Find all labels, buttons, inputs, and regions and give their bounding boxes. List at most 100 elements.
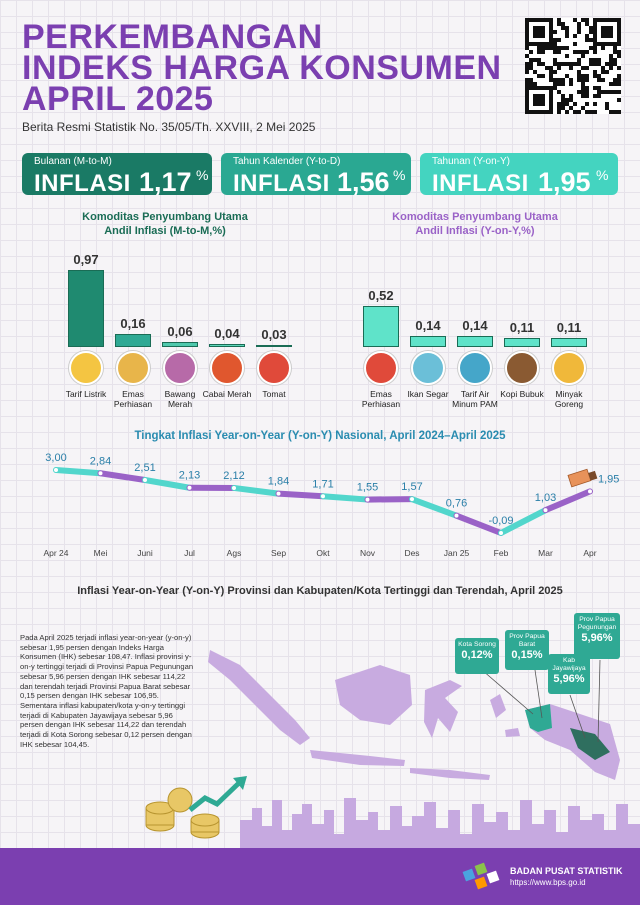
yoy-line-x-label: Okt — [316, 548, 330, 558]
card-unit: % — [596, 167, 609, 183]
flag-kab-jayawijaya: Kab Jayawijaya 5,96% — [548, 654, 590, 694]
map-maluku — [490, 694, 520, 737]
qr-code-icon[interactable] — [525, 18, 621, 114]
yoy-line-x-label: Sep — [271, 548, 286, 558]
yoy-line-x-label: Mar — [538, 548, 553, 558]
yoy-line-value-label: 2,13 — [179, 470, 200, 482]
flag-kota-sorong: Kota Sorong 0,12% — [455, 638, 499, 674]
mtm-chart-title-line-1: Komoditas Penyumbang Utama — [82, 211, 248, 223]
page-title: PERKEMBANGAN INDEKS HARGA KONSUMEN APRIL… — [22, 18, 502, 116]
yoy-commodity-chart-title-line-1: Komoditas Penyumbang Utama — [392, 211, 558, 223]
yoy-line-x-label: Feb — [494, 548, 509, 558]
yoy-commodity-bar — [504, 338, 540, 347]
yoy-line-point — [454, 513, 459, 518]
yoy-line-x-label: Jul — [184, 548, 195, 558]
page-subtitle: Berita Resmi Statistik No. 35/05/Th. XXV… — [22, 120, 316, 134]
mtm-bar — [256, 344, 292, 347]
yoy-line-point — [321, 494, 325, 499]
yoy-line-value-label: 1,95 — [598, 473, 619, 485]
mtm-value-label: 0,04 — [214, 325, 240, 341]
yoy-commodity-bar — [363, 306, 399, 347]
map-nusa-tenggara — [410, 768, 490, 780]
map-java — [310, 750, 405, 766]
yoy-line-point — [276, 491, 281, 496]
yoy-line-point — [499, 531, 503, 535]
card-label: Tahunan (Y-on-Y) — [432, 156, 511, 167]
mtm-value-label: 0,03 — [261, 326, 287, 342]
gold-jewelry-icon — [364, 351, 398, 385]
coffee-icon — [505, 351, 539, 385]
yoy-line-segment — [275, 490, 326, 500]
yoy-line-value-label: -0,09 — [488, 515, 513, 527]
water-tap-icon — [458, 351, 492, 385]
yoy-line-value-label: 1,03 — [535, 492, 556, 504]
yoy-line-value-label: 2,84 — [90, 455, 111, 467]
card-unit: % — [393, 167, 406, 183]
map-sulawesi — [424, 680, 462, 738]
flag-label: Kota Sorong — [458, 641, 496, 648]
yoy-commodity-category-label: Kopi Bubuk — [500, 389, 544, 399]
title-line-1: PERKEMBANGAN — [22, 18, 323, 56]
yoy-line-chart-title: Tingkat Inflasi Year-on-Year (Y-on-Y) Na… — [134, 430, 506, 442]
yoy-line-point — [98, 471, 103, 476]
yoy-line-x-label: Apr — [583, 548, 596, 558]
yoy-line-segment — [142, 476, 193, 491]
yoy-line-segment — [97, 470, 148, 483]
footer-url[interactable]: https://www.bps.go.id — [510, 878, 586, 887]
yoy-line-segment — [320, 493, 371, 503]
inflation-card-ytd: Tahun Kalender (Y-to-D) INFLASI 1,56 % — [221, 153, 411, 197]
card-word: INFLASI — [233, 170, 330, 197]
yoy-line-point — [143, 477, 147, 482]
mtm-bar — [209, 343, 245, 347]
shallot-icon — [163, 351, 197, 385]
yoy-line-point — [232, 485, 236, 490]
inflation-card-mtm: Bulanan (M-to-M) INFLASI 1,17 % — [22, 153, 212, 197]
yoy-commodity-value-label: 0,11 — [509, 320, 535, 336]
mtm-value-label: 0,16 — [120, 316, 146, 332]
indonesia-map — [208, 650, 620, 780]
yoy-line-x-label: Nov — [360, 548, 376, 558]
delivery-truck-icon — [567, 468, 598, 488]
mtm-category-label: Bawang Merah — [164, 389, 196, 409]
map-sumatra — [208, 650, 310, 745]
yoy-line-value-label: 2,12 — [223, 470, 244, 482]
card-value: 1,56 — [337, 167, 390, 197]
mtm-category-label: Emas Perhiasan — [113, 389, 153, 409]
card-label: Bulanan (M-to-M) — [34, 156, 112, 167]
map-papua-pegunungan — [570, 728, 610, 760]
mtm-category-label: Tarif Listrik — [65, 389, 107, 399]
mtm-bar — [115, 334, 151, 347]
yoy-line-value-label: 3,00 — [45, 452, 66, 464]
coins-growth-icon — [145, 776, 247, 839]
yoy-line-value-label: 1,71 — [312, 478, 333, 490]
yoy-commodity-chart-title: Komoditas Penyumbang Utama Andil Inflasi… — [350, 210, 600, 238]
yoy-commodity-value-label: 0,14 — [462, 317, 488, 333]
mtm-category-label: Tomat — [262, 389, 286, 399]
mtm-bar — [68, 270, 104, 347]
yoy-commodity-value-label: 0,14 — [415, 317, 441, 333]
yoy-line-x-label: Apr 24 — [43, 548, 68, 558]
yoy-commodity-bar — [410, 335, 446, 347]
chili-icon — [210, 351, 244, 385]
yoy-line-value-label: 2,51 — [134, 462, 155, 474]
gold-jewelry-icon — [116, 351, 150, 385]
mtm-chart-title-line-2: Andil Inflasi (M-to-M,%) — [104, 225, 226, 237]
yoy-commodity-category-label: Ikan Segar — [407, 389, 449, 399]
bps-logo-icon — [462, 862, 500, 890]
yoy-commodity-category-label: Minyak Goreng — [554, 389, 584, 409]
yoy-commodity-chart-title-line-2: Andil Inflasi (Y-on-Y,%) — [415, 225, 535, 237]
yoy-commodity-bar — [457, 335, 493, 347]
card-unit: % — [196, 167, 209, 183]
cooking-oil-icon — [552, 351, 586, 385]
yoy-line-point — [54, 468, 58, 472]
flag-value: 0,12% — [461, 649, 493, 661]
tomato-icon — [257, 351, 291, 385]
yoy-line-point — [187, 485, 192, 490]
yoy-line-segment — [453, 512, 504, 536]
flag-label: Prov Papua Barat — [509, 633, 545, 648]
yoy-commodity-value-label: 0,11 — [556, 320, 582, 336]
yoy-line-segment — [498, 507, 549, 536]
card-word: INFLASI — [34, 170, 131, 197]
yoy-line-value-label: 0,76 — [446, 498, 467, 510]
yoy-line-x-label: Juni — [137, 548, 153, 558]
